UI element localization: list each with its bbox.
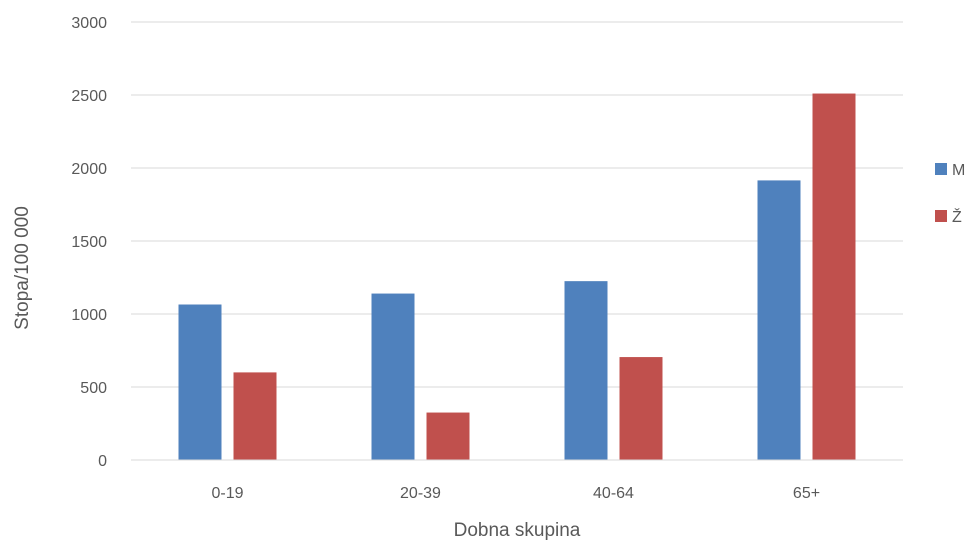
- y-tick-label: 3000: [71, 15, 107, 32]
- bars: [178, 93, 856, 460]
- x-axis-title: Dobna skupina: [454, 520, 581, 541]
- bar-M-20-39: [371, 293, 415, 460]
- bar-Ž-20-39: [426, 412, 470, 460]
- y-tick-label: 1500: [71, 234, 107, 251]
- x-tick-label: 0-19: [211, 485, 243, 502]
- bar-Ž-40-64: [619, 357, 663, 460]
- legend: MŽ: [935, 162, 965, 226]
- y-tick-label: 2500: [71, 88, 107, 105]
- bar-M-65+: [757, 180, 801, 460]
- bar-Ž-0-19: [233, 372, 277, 460]
- bar-M-0-19: [178, 304, 222, 460]
- y-tick-label: 0: [98, 453, 107, 470]
- legend-swatch-Ž: [935, 210, 947, 222]
- y-tick-label: 500: [80, 380, 107, 397]
- x-tick-label: 40-64: [593, 485, 634, 502]
- x-tick-label: 65+: [793, 485, 820, 502]
- bar-Ž-65+: [812, 93, 856, 460]
- bar-M-40-64: [564, 281, 608, 460]
- y-axis-title: Stopa/100 000: [12, 206, 33, 330]
- y-tick-labels: 0 500 1000 1500 2000 2500 3000: [71, 15, 107, 470]
- legend-swatch-M: [935, 163, 947, 175]
- legend-label: Ž: [952, 207, 962, 226]
- y-tick-label: 2000: [71, 161, 107, 178]
- x-tick-labels: 0-19 20-39 40-64 65+: [211, 485, 820, 502]
- legend-label: M: [952, 162, 965, 179]
- x-tick-label: 20-39: [400, 485, 441, 502]
- y-tick-label: 1000: [71, 307, 107, 324]
